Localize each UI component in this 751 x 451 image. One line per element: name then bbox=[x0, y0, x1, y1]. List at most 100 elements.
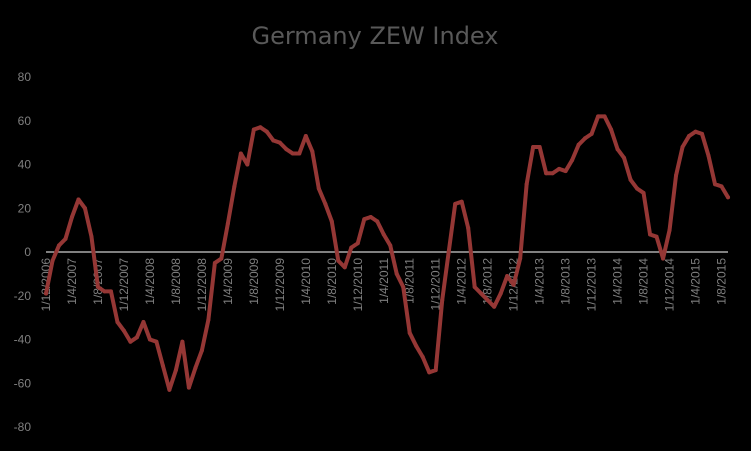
x-tick-label: 1/12/2014 bbox=[663, 258, 677, 312]
data-point bbox=[420, 355, 425, 359]
data-point bbox=[511, 282, 516, 287]
y-tick-label: 20 bbox=[18, 201, 32, 215]
data-point bbox=[414, 344, 419, 349]
x-tick-label: 1/4/2013 bbox=[533, 258, 547, 305]
data-point bbox=[180, 339, 185, 344]
data-point bbox=[518, 256, 523, 261]
data-point bbox=[641, 190, 646, 195]
data-point bbox=[687, 134, 692, 139]
data-point bbox=[154, 339, 159, 344]
data-point bbox=[50, 258, 55, 263]
chart-title: Germany ZEW Index bbox=[252, 22, 499, 50]
data-point bbox=[479, 291, 484, 296]
data-point bbox=[407, 330, 412, 335]
data-point bbox=[505, 274, 510, 279]
data-point bbox=[199, 348, 204, 353]
x-tick-label: 1/8/2012 bbox=[481, 258, 495, 305]
x-tick-label: 1/8/2013 bbox=[559, 258, 573, 305]
data-point bbox=[277, 140, 282, 145]
data-point bbox=[63, 236, 68, 241]
zew-data-points bbox=[44, 114, 730, 392]
data-point bbox=[394, 271, 399, 276]
data-point bbox=[258, 125, 263, 130]
y-tick-label: 60 bbox=[18, 114, 32, 128]
data-point bbox=[726, 195, 730, 200]
data-point bbox=[446, 250, 451, 254]
data-point bbox=[674, 173, 679, 178]
data-point bbox=[134, 335, 139, 340]
data-point bbox=[433, 368, 438, 373]
data-point bbox=[492, 304, 497, 309]
data-point bbox=[550, 171, 555, 176]
data-point bbox=[693, 129, 698, 134]
data-point bbox=[128, 339, 133, 344]
x-tick-label: 1/8/2011 bbox=[403, 258, 417, 304]
data-point bbox=[440, 298, 445, 303]
data-point bbox=[622, 155, 627, 160]
data-point bbox=[362, 217, 367, 222]
x-tick-label: 1/12/2009 bbox=[273, 258, 287, 312]
data-point bbox=[700, 131, 705, 136]
zew-series-line bbox=[44, 114, 730, 392]
data-point bbox=[284, 147, 289, 152]
data-point bbox=[537, 145, 542, 149]
y-tick-label: -40 bbox=[14, 333, 32, 347]
y-tick-label: 0 bbox=[24, 245, 31, 259]
data-point bbox=[44, 291, 48, 296]
data-point bbox=[232, 184, 237, 189]
data-point bbox=[89, 234, 94, 239]
data-point bbox=[342, 265, 347, 270]
x-tick-label: 1/8/2010 bbox=[325, 258, 339, 305]
data-point bbox=[147, 337, 152, 342]
data-point bbox=[349, 245, 354, 250]
x-tick-label: 1/8/2014 bbox=[637, 258, 651, 305]
data-point bbox=[401, 285, 406, 289]
x-tick-label: 1/4/2011 bbox=[377, 258, 391, 304]
data-point bbox=[602, 114, 607, 119]
data-point bbox=[238, 151, 243, 156]
data-point bbox=[297, 151, 302, 156]
data-point bbox=[264, 129, 269, 134]
y-tick-label: 40 bbox=[18, 158, 32, 172]
data-point bbox=[160, 363, 165, 368]
x-tick-label: 1/4/2015 bbox=[689, 258, 703, 305]
data-point bbox=[459, 199, 464, 204]
data-point bbox=[115, 320, 120, 324]
data-point bbox=[472, 285, 477, 289]
data-point bbox=[570, 158, 575, 163]
data-point bbox=[485, 298, 490, 303]
data-point bbox=[388, 243, 393, 248]
data-point bbox=[251, 127, 256, 132]
y-tick-label: -20 bbox=[14, 289, 32, 303]
data-point bbox=[628, 177, 633, 182]
data-point bbox=[706, 153, 711, 158]
y-tick-label: -80 bbox=[14, 420, 32, 434]
data-point bbox=[141, 320, 146, 324]
data-point bbox=[56, 243, 61, 248]
data-point bbox=[381, 232, 386, 237]
x-tick-label: 1/4/2010 bbox=[299, 258, 313, 305]
data-point bbox=[453, 201, 458, 206]
data-point bbox=[310, 149, 315, 154]
data-point bbox=[271, 138, 276, 143]
data-point bbox=[667, 228, 672, 233]
data-point bbox=[69, 215, 74, 219]
data-point bbox=[329, 219, 334, 224]
data-point bbox=[654, 234, 659, 239]
data-point bbox=[576, 142, 581, 147]
data-point bbox=[206, 317, 211, 322]
x-tick-label: 1/8/2015 bbox=[715, 258, 729, 305]
data-point bbox=[336, 258, 341, 263]
data-point bbox=[368, 215, 373, 219]
x-tick-label: 1/12/2008 bbox=[195, 258, 209, 312]
data-point bbox=[609, 127, 614, 132]
data-point bbox=[544, 171, 549, 176]
x-tick-label: 1/12/2010 bbox=[351, 258, 365, 312]
data-point bbox=[102, 289, 107, 294]
x-tick-label: 1/12/2013 bbox=[585, 258, 599, 312]
x-tick-label: 1/4/2009 bbox=[221, 258, 235, 305]
x-tick-label: 1/8/2009 bbox=[247, 258, 261, 305]
data-point bbox=[323, 201, 328, 206]
data-point bbox=[186, 385, 191, 390]
